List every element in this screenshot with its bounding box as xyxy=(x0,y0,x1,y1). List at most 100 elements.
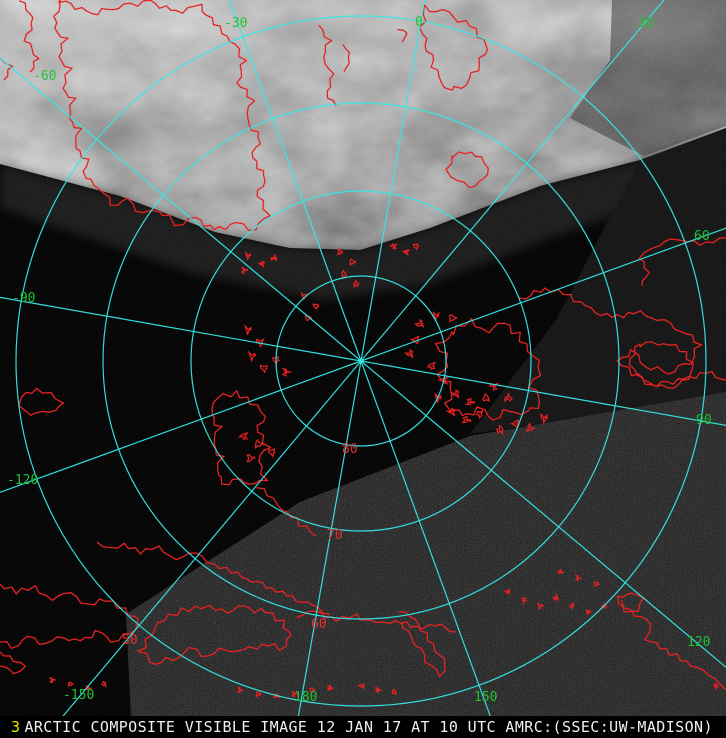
islet-pole-islands-b xyxy=(312,303,320,310)
coastline-layer xyxy=(0,0,726,698)
islet-barents-archipelago xyxy=(461,415,472,424)
islet-barents-archipelago xyxy=(445,407,457,417)
label-layer: -30 0 30 60 90 120 150 180 -150 -120 -90 -60 80 70 60 5… xyxy=(7,15,712,705)
islet-okhotsk-islets xyxy=(552,592,559,603)
islet-canadian-islets xyxy=(246,453,256,463)
islet-canadian-islets xyxy=(238,432,249,440)
islet-okhotsk-islets xyxy=(521,596,528,606)
islet-severnaya-islands xyxy=(414,318,425,328)
islet-aleutians xyxy=(326,685,334,692)
islet-canadian-islets xyxy=(281,367,292,377)
meridian-line-30 xyxy=(360,0,665,362)
meridian-line-180 xyxy=(297,360,362,716)
islet-aleutians xyxy=(48,676,56,684)
longitude-label--60: -60 xyxy=(33,69,56,84)
islet-severnaya-islands xyxy=(409,335,420,345)
coastline-left-top-coast xyxy=(18,0,40,73)
coastline-corner-coast xyxy=(0,651,27,675)
islet-barents-archipelago xyxy=(449,389,460,399)
longitude-label-0: 0 xyxy=(415,15,423,30)
meridian-line--30 xyxy=(228,0,362,362)
islet-pole-islands-c xyxy=(412,243,420,251)
islet-barents-archipelago xyxy=(540,413,549,425)
islet-barents-archipelago xyxy=(437,376,450,385)
caption-bar: 3 ARCTIC COMPOSITE VISIBLE IMAGE 12 JAN … xyxy=(0,716,726,738)
islet-kuril-islets xyxy=(357,683,366,690)
longitude-label--30: -30 xyxy=(224,16,247,31)
coastline-alaska-seward xyxy=(137,604,292,666)
coastline-baffin-south-coast xyxy=(256,486,317,537)
islet-okhotsk-islets xyxy=(557,568,564,575)
coastline-baffin-island xyxy=(211,390,272,486)
islet-okhotsk-islets xyxy=(713,683,720,691)
coastline-svalbard xyxy=(318,24,337,107)
coastline-iceland xyxy=(445,151,489,189)
meridian-line-90 xyxy=(360,360,726,426)
latitude-label-80: 80 xyxy=(342,442,358,457)
longitude-label-120: 120 xyxy=(687,635,710,650)
latitude-label-50: 50 xyxy=(122,633,138,648)
islet-barents-archipelago xyxy=(426,361,437,370)
meridian-line-60 xyxy=(360,227,726,362)
islet-kuril-islets xyxy=(391,688,398,696)
latitude-label-60: 60 xyxy=(311,617,327,632)
islet-aleutians xyxy=(309,687,316,693)
islet-barents-archipelago xyxy=(504,393,514,403)
islet-okhotsk-islets xyxy=(585,608,592,616)
coastline-scandinavia xyxy=(434,318,542,421)
islet-canadian-islets xyxy=(247,350,257,363)
latitude-circle-50 xyxy=(15,15,707,707)
longitude-label--90: -90 xyxy=(12,291,35,306)
coastline-uk-bit xyxy=(397,28,408,43)
coastline-siberia-coast xyxy=(620,599,726,691)
islet-canadian-islets xyxy=(254,438,265,450)
meridian-line-0 xyxy=(360,0,426,362)
latitude-circle-80 xyxy=(275,275,447,447)
islet-left-mid-islets xyxy=(241,266,249,275)
islet-left-mid-islets xyxy=(270,254,278,262)
longitude-label-60: 60 xyxy=(694,229,710,244)
coastline-alaska-south-coast xyxy=(0,583,139,649)
islet-pole-islands-b xyxy=(304,315,313,322)
coastline-white-sea-coast xyxy=(518,287,726,388)
meridian-line--150 xyxy=(62,360,362,716)
islet-barents-archipelago xyxy=(482,392,491,402)
latitude-circle-60 xyxy=(102,102,620,620)
islet-pole-islands-c xyxy=(389,243,398,250)
islet-okhotsk-islets xyxy=(536,602,544,610)
islet-canadian-islets xyxy=(255,338,265,349)
longitude-label-150: 150 xyxy=(474,690,497,705)
islet-aleutians xyxy=(236,686,244,693)
caption-frame-number: 3 xyxy=(11,718,21,736)
longitude-label-180: 180 xyxy=(294,690,317,705)
islet-pole-islands-a xyxy=(349,258,357,267)
islet-okhotsk-islets xyxy=(601,602,608,610)
islet-okhotsk-islets xyxy=(569,602,575,610)
islet-pole-islands-a xyxy=(353,279,360,289)
meridian-line-150 xyxy=(360,360,491,716)
islet-aleutians xyxy=(291,690,298,698)
islet-kuril-islets xyxy=(374,687,382,694)
islet-aleutians xyxy=(101,680,108,688)
longitude-label--150: -150 xyxy=(63,688,94,703)
islet-barents-archipelago xyxy=(434,392,442,404)
islet-left-mid-islets xyxy=(258,260,266,268)
islet-aleutians xyxy=(255,690,262,698)
latitude-label-70: 70 xyxy=(327,528,343,543)
islet-severnaya-islands xyxy=(448,314,458,323)
islet-pole-islands-a xyxy=(336,247,344,256)
coastline-kola-peninsula xyxy=(628,341,694,389)
islet-okhotsk-islets xyxy=(503,588,511,595)
longitude-label-30: 30 xyxy=(638,16,654,31)
caption-text: ARCTIC COMPOSITE VISIBLE IMAGE 12 JAN 17… xyxy=(24,718,713,736)
coastline-svalbard-islet xyxy=(342,44,351,73)
islet-okhotsk-islets xyxy=(574,574,583,582)
coastline-alaska-north-coast xyxy=(96,541,331,615)
islet-aleutians xyxy=(67,681,75,688)
islet-barents-archipelago xyxy=(475,410,484,420)
islet-okhotsk-islets xyxy=(593,581,600,588)
